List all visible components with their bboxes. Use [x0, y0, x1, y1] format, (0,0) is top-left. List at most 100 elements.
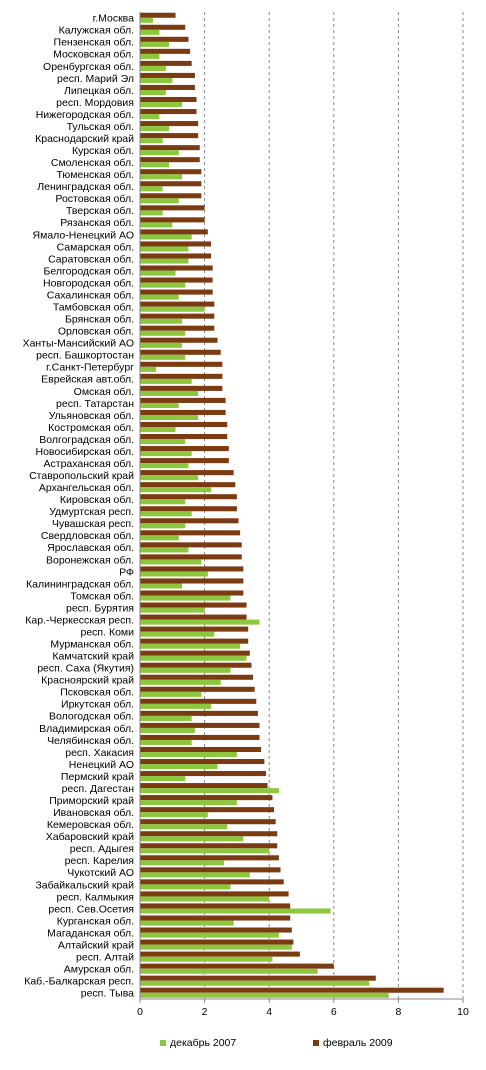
bar-feb2009-29: [140, 361, 223, 367]
bar-feb2009-52: [140, 638, 249, 644]
bar-dec2007-26: [140, 330, 186, 336]
category-label-45: Воронежская обл.: [46, 554, 134, 566]
bar-feb2009-72: [140, 879, 284, 885]
legend-swatch-feb2009: [313, 1040, 319, 1046]
bars: [140, 12, 444, 998]
bar-feb2009-79: [140, 963, 334, 969]
bar-feb2009-33: [140, 409, 226, 415]
x-tick-label-2: 4: [266, 1006, 272, 1018]
bar-feb2009-69: [140, 843, 278, 849]
category-label-61: респ. Хакасия: [65, 747, 134, 759]
bar-dec2007-72: [140, 884, 231, 890]
bar-dec2007-78: [140, 956, 273, 962]
category-label-0: г.Москва: [93, 13, 134, 25]
bar-dec2007-37: [140, 463, 189, 469]
bar-dec2007-76: [140, 932, 279, 938]
bar-dec2007-12: [140, 162, 170, 168]
category-label-4: Оренбургская обл.: [43, 61, 134, 73]
bar-dec2007-79: [140, 968, 318, 974]
bar-feb2009-73: [140, 891, 289, 897]
bar-dec2007-53: [140, 655, 247, 661]
x-tick-labels: 0 2 4 6 8 10: [137, 999, 469, 1018]
category-label-6: Липецкая обл.: [64, 85, 134, 97]
category-label-71: Чукотский АО: [67, 867, 134, 879]
bar-feb2009-13: [140, 169, 202, 175]
bar-feb2009-0: [140, 12, 176, 18]
bar-dec2007-1: [140, 29, 160, 35]
bar-dec2007-54: [140, 667, 231, 673]
category-label-39: Архангельская обл.: [39, 482, 134, 494]
bar-feb2009-27: [140, 337, 218, 343]
bar-dec2007-68: [140, 836, 244, 842]
bar-feb2009-22: [140, 277, 213, 283]
bar-feb2009-18: [140, 229, 208, 235]
category-label-34: Костромская обл.: [48, 422, 134, 434]
bar-dec2007-47: [140, 583, 182, 589]
legend-label-dec2007: декабрь 2007: [170, 1037, 236, 1049]
bar-feb2009-50: [140, 614, 247, 620]
bar-feb2009-60: [140, 734, 260, 740]
bar-dec2007-28: [140, 354, 186, 360]
bar-dec2007-73: [140, 896, 270, 902]
category-label-64: респ. Дагестан: [62, 783, 135, 795]
category-label-40: Кировская обл.: [60, 494, 134, 506]
bar-feb2009-28: [140, 349, 221, 355]
bar-dec2007-45: [140, 559, 202, 565]
category-label-12: Смоленская обл.: [51, 157, 134, 169]
category-label-42: Чувашская респ.: [52, 518, 134, 530]
bar-dec2007-66: [140, 812, 208, 818]
bar-dec2007-51: [140, 631, 215, 637]
bar-dec2007-4: [140, 65, 166, 71]
category-label-49: респ. Бурятия: [66, 602, 134, 614]
bar-feb2009-17: [140, 217, 205, 223]
bar-feb2009-30: [140, 373, 223, 379]
bar-dec2007-14: [140, 186, 163, 192]
bar-feb2009-64: [140, 783, 268, 789]
bar-feb2009-23: [140, 289, 213, 295]
bar-feb2009-4: [140, 60, 192, 66]
bar-feb2009-41: [140, 506, 237, 512]
category-label-58: Вологодская обл.: [49, 711, 134, 723]
bar-dec2007-29: [140, 366, 157, 372]
bar-feb2009-34: [140, 421, 228, 428]
bar-dec2007-50: [140, 619, 260, 625]
bar-dec2007-35: [140, 439, 186, 445]
category-label-67: Кемеровская обл.: [47, 819, 134, 831]
bar-feb2009-51: [140, 626, 249, 632]
category-label-41: Удмуртская респ.: [49, 506, 134, 518]
category-label-2: Пензенская обл.: [54, 37, 134, 49]
bar-dec2007-55: [140, 679, 221, 685]
category-label-51: респ. Коми: [81, 626, 135, 638]
category-label-25: Брянская обл.: [65, 314, 134, 326]
bar-feb2009-68: [140, 831, 278, 837]
bar-dec2007-75: [140, 920, 234, 926]
bar-feb2009-37: [140, 458, 229, 464]
bar-feb2009-57: [140, 698, 257, 704]
bar-feb2009-81: [140, 987, 444, 993]
bar-feb2009-49: [140, 602, 247, 608]
category-label-8: Нижегородская обл.: [36, 109, 134, 121]
bar-dec2007-69: [140, 848, 270, 854]
category-label-1: Калужская обл.: [59, 25, 134, 37]
bar-feb2009-16: [140, 205, 205, 211]
bar-dec2007-38: [140, 475, 199, 481]
category-label-47: Калининградская обл.: [26, 578, 134, 590]
category-label-31: Омская обл.: [74, 386, 134, 398]
bar-feb2009-62: [140, 758, 265, 765]
bar-dec2007-70: [140, 860, 224, 866]
category-label-19: Самарская обл.: [57, 241, 134, 253]
bar-feb2009-75: [140, 915, 291, 921]
category-label-60: Челябинская обл.: [47, 735, 134, 747]
category-label-59: Владимирская обл.: [39, 723, 134, 735]
bar-feb2009-63: [140, 771, 266, 777]
bar-feb2009-24: [140, 301, 215, 307]
bar-dec2007-8: [140, 114, 160, 120]
bar-feb2009-54: [140, 662, 252, 668]
category-label-15: Ростовская обл.: [55, 193, 134, 205]
bar-feb2009-44: [140, 542, 242, 548]
bar-feb2009-32: [140, 397, 226, 403]
category-label-16: Тверская обл.: [66, 205, 134, 217]
bar-feb2009-21: [140, 265, 213, 271]
category-label-29: г.Санкт-Петербург: [46, 362, 134, 374]
